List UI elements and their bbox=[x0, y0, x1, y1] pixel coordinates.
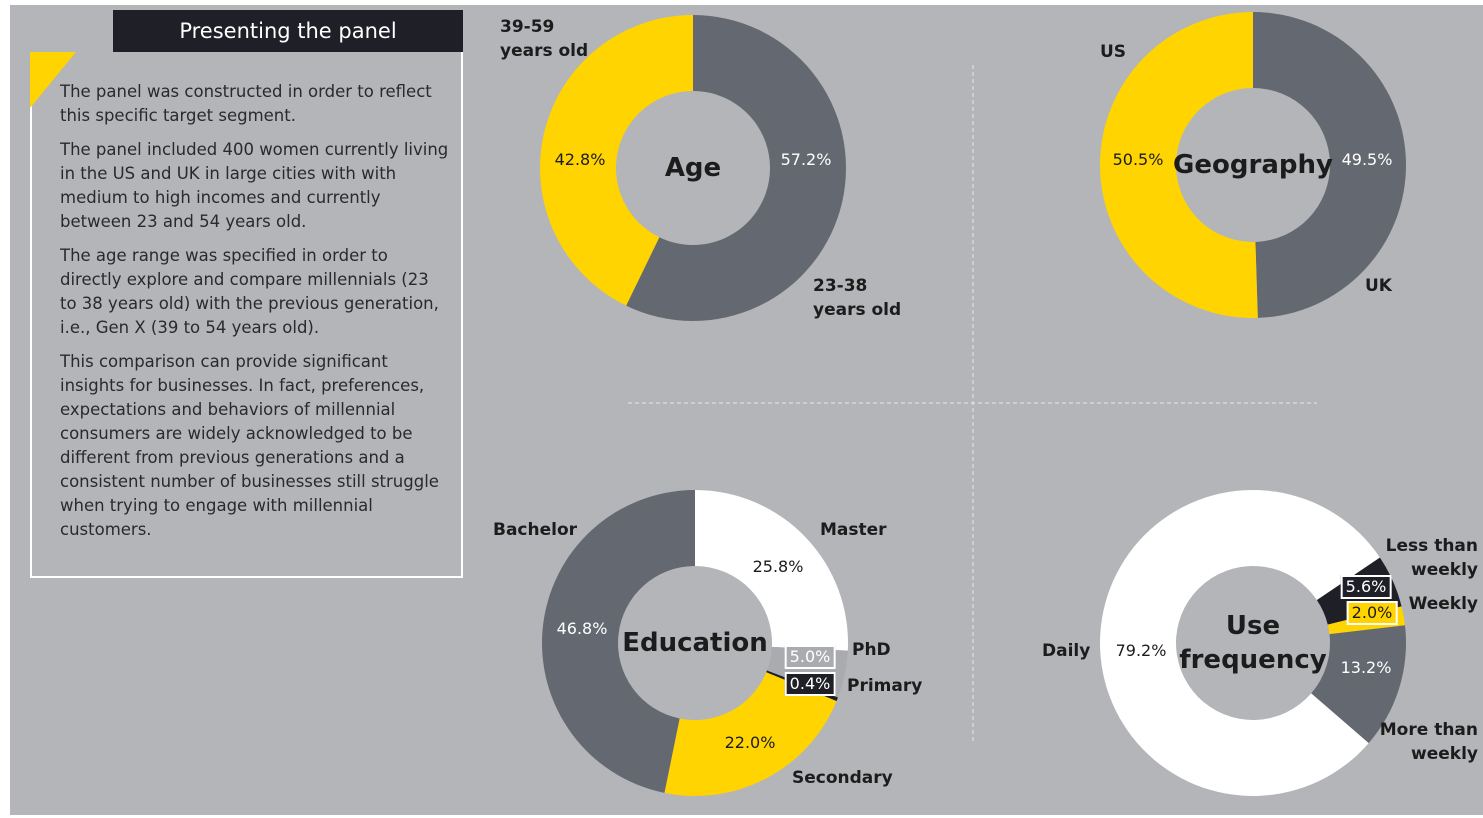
chart-title: Age bbox=[664, 153, 722, 183]
value-label: 46.8% bbox=[556, 619, 608, 638]
category-label: 39-59 years old bbox=[500, 17, 589, 61]
value-label: 13.2% bbox=[1340, 658, 1392, 677]
corner-triangle bbox=[30, 52, 76, 108]
category-label: UK bbox=[1365, 276, 1392, 296]
chart-title: Geography bbox=[1173, 150, 1333, 180]
category-label: Bachelor bbox=[493, 520, 578, 540]
value-label: 79.2% bbox=[1115, 641, 1167, 660]
value-label: 5.6% bbox=[1340, 575, 1392, 599]
donut-segment bbox=[664, 672, 837, 797]
value-label: 57.2% bbox=[780, 150, 832, 169]
chart-title: Use frequency bbox=[1179, 611, 1327, 675]
category-label: 23-38 years old bbox=[813, 276, 902, 320]
donut-segment bbox=[1099, 12, 1258, 318]
donut-segment bbox=[695, 490, 849, 651]
category-label: Master bbox=[820, 520, 887, 540]
category-label: Primary bbox=[847, 676, 923, 696]
category-label: Daily bbox=[1042, 641, 1091, 661]
donut-segment bbox=[1311, 625, 1406, 744]
panel-paragraph: The panel was constructed in order to re… bbox=[60, 82, 432, 125]
panel-box bbox=[30, 52, 463, 578]
donut-segment bbox=[1100, 489, 1380, 796]
category-label: PhD bbox=[852, 640, 891, 660]
background bbox=[10, 5, 1483, 815]
donut-segment bbox=[541, 490, 695, 793]
category-label: Secondary bbox=[792, 768, 893, 788]
value-label: 49.5% bbox=[1341, 150, 1393, 169]
value-label: 42.8% bbox=[554, 150, 606, 169]
donut-segment bbox=[1253, 12, 1406, 318]
panel-title: Presenting the panel bbox=[113, 10, 463, 52]
donut-segment bbox=[626, 15, 846, 322]
panel-paragraph: The panel included 400 women currently l… bbox=[60, 140, 449, 231]
value-label: 22.0% bbox=[724, 733, 776, 752]
chart-title: Education bbox=[622, 628, 768, 658]
value-label: 50.5% bbox=[1112, 150, 1164, 169]
panel-paragraph: The age range was specified in order to … bbox=[60, 246, 439, 337]
value-label: 2.0% bbox=[1346, 601, 1398, 625]
panel-text: The panel was constructed in order to re… bbox=[60, 80, 450, 552]
value-label: 0.4% bbox=[784, 672, 836, 696]
panel-paragraph: This comparison can provide significant … bbox=[60, 352, 439, 539]
category-label: More than weekly bbox=[1379, 720, 1478, 764]
category-label: Less than weekly bbox=[1385, 536, 1478, 580]
donut-segment bbox=[540, 15, 693, 306]
category-label: US bbox=[1100, 42, 1127, 62]
value-label: 5.0% bbox=[784, 645, 836, 669]
value-label: 25.8% bbox=[752, 557, 804, 576]
category-label: Weekly bbox=[1408, 594, 1478, 614]
